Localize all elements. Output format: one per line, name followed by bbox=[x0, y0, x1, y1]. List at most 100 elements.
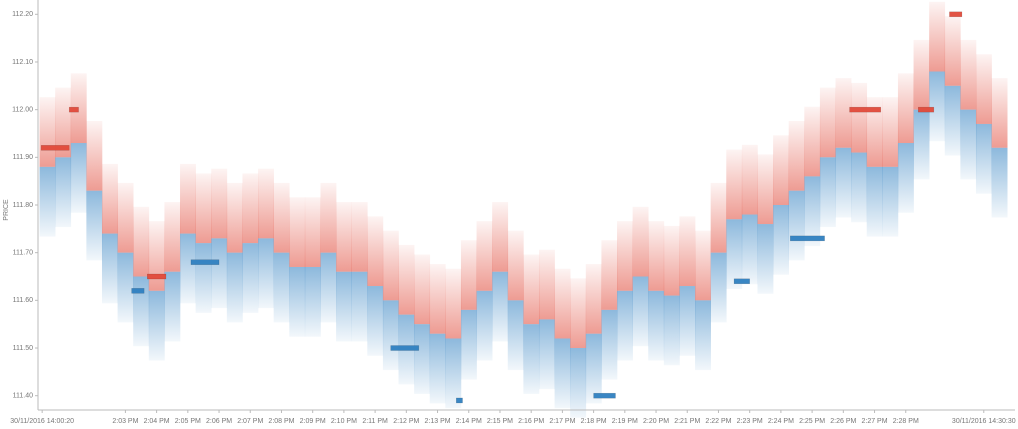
y-tick-label: 112.10 bbox=[12, 59, 33, 66]
ask-depth bbox=[804, 106, 821, 177]
ask-depth bbox=[320, 182, 337, 253]
bid-depth bbox=[632, 276, 649, 347]
bid-depth bbox=[70, 143, 87, 213]
ask-depth bbox=[851, 82, 868, 153]
x-tick-label: 2:06 PM bbox=[206, 418, 232, 425]
bid-depth bbox=[336, 271, 353, 342]
bid-depth bbox=[320, 252, 337, 323]
ask-depth bbox=[445, 268, 462, 339]
bid-depth bbox=[773, 205, 789, 275]
bid-depth bbox=[585, 333, 602, 404]
ask-depth bbox=[55, 87, 72, 158]
ask-depth bbox=[117, 182, 134, 253]
ask-depth bbox=[819, 87, 836, 158]
ask-depth bbox=[960, 39, 977, 110]
ask-depth bbox=[663, 225, 680, 296]
bid-depth bbox=[663, 295, 680, 366]
x-tick-label: 2:27 PM bbox=[861, 418, 887, 425]
ask-depth bbox=[133, 206, 150, 277]
ask-depth bbox=[913, 39, 930, 110]
ask-depth bbox=[367, 216, 384, 287]
bid-depth bbox=[866, 166, 883, 237]
bid-depth bbox=[86, 190, 103, 261]
ask-depth bbox=[39, 97, 56, 167]
bid-depth bbox=[538, 319, 555, 390]
large-ask-order bbox=[68, 106, 79, 113]
ask-depth bbox=[226, 182, 243, 253]
bid-depth bbox=[741, 214, 758, 285]
ask-depth bbox=[882, 97, 899, 167]
large-bid-order bbox=[131, 288, 145, 294]
x-tick-label: 2:22 PM bbox=[705, 418, 731, 425]
x-tick-label: 2:25 PM bbox=[799, 418, 825, 425]
large-bid-order bbox=[593, 392, 616, 399]
large-bid-order bbox=[390, 345, 420, 351]
x-tick-label: 2:04 PM bbox=[144, 418, 170, 425]
bid-depth bbox=[679, 286, 696, 356]
ask-depth bbox=[695, 230, 711, 301]
bid-depth bbox=[929, 71, 946, 142]
bid-depth bbox=[788, 190, 805, 261]
large-ask-order bbox=[40, 145, 70, 151]
bid-depth bbox=[710, 252, 727, 323]
ask-depth bbox=[538, 249, 555, 320]
ask-depth bbox=[460, 240, 477, 310]
bid-depth bbox=[757, 224, 774, 294]
ask-depth bbox=[648, 221, 665, 291]
bid-depth bbox=[648, 290, 665, 361]
bid-depth bbox=[617, 290, 633, 361]
y-tick-label: 112.20 bbox=[12, 11, 33, 18]
ask-depth bbox=[273, 182, 290, 253]
large-ask-order bbox=[146, 273, 167, 280]
ask-depth bbox=[507, 230, 524, 301]
ask-depth bbox=[382, 230, 399, 301]
ask-depth bbox=[148, 221, 165, 291]
ask-depth bbox=[70, 73, 87, 144]
bid-depth bbox=[148, 290, 165, 361]
ask-depth bbox=[476, 221, 493, 291]
ask-depth bbox=[897, 73, 914, 144]
x-tick-label: 2:21 PM bbox=[674, 418, 700, 425]
bid-depth bbox=[507, 300, 524, 371]
ask-depth bbox=[242, 173, 259, 244]
bid-depth bbox=[429, 333, 446, 404]
bid-depth bbox=[819, 157, 836, 228]
ask-depth bbox=[741, 144, 758, 215]
ask-depth bbox=[991, 78, 1008, 148]
bid-depth bbox=[242, 243, 259, 313]
ask-depth bbox=[773, 135, 789, 205]
bid-depth bbox=[133, 276, 150, 347]
bid-depth bbox=[975, 123, 992, 194]
x-tick-label: 2:17 PM bbox=[549, 418, 575, 425]
bid-depth bbox=[492, 271, 509, 342]
bid-depth bbox=[445, 338, 462, 409]
x-tick-label: 2:18 PM bbox=[581, 418, 607, 425]
x-tick-label: 30/11/2016 14:00:20 bbox=[10, 418, 74, 425]
x-tick-label: 2:03 PM bbox=[112, 418, 138, 425]
ask-depth bbox=[617, 221, 633, 291]
x-tick-label: 2:20 PM bbox=[643, 418, 669, 425]
bid-depth bbox=[289, 266, 306, 337]
x-tick-label: 2:05 PM bbox=[175, 418, 201, 425]
ask-depth bbox=[304, 197, 321, 267]
ask-depth bbox=[554, 268, 571, 339]
bid-depth bbox=[554, 338, 571, 409]
x-tick-label: 2:26 PM bbox=[830, 418, 856, 425]
bid-depth bbox=[414, 324, 431, 394]
large-bid-order bbox=[190, 259, 220, 265]
ask-depth bbox=[632, 206, 649, 277]
bid-depth bbox=[226, 252, 243, 323]
ask-depth bbox=[710, 182, 727, 253]
bid-depth bbox=[180, 233, 196, 304]
ask-depth bbox=[429, 264, 446, 334]
ask-depth bbox=[570, 278, 587, 349]
large-bid-order bbox=[790, 235, 825, 242]
ask-depth bbox=[258, 168, 274, 239]
ask-depth bbox=[726, 149, 743, 220]
bid-depth bbox=[804, 176, 821, 247]
large-ask-order bbox=[917, 106, 935, 113]
ask-depth bbox=[101, 163, 118, 234]
bid-depth bbox=[913, 109, 930, 180]
y-tick-label: 111.70 bbox=[13, 250, 33, 257]
bid-depth bbox=[726, 219, 743, 290]
